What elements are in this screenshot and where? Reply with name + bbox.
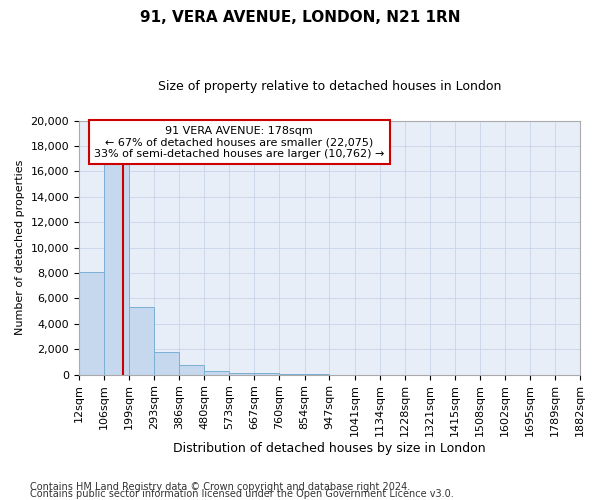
Title: Size of property relative to detached houses in London: Size of property relative to detached ho… [158,80,501,93]
Bar [229,372,254,374]
Text: Contains HM Land Registry data © Crown copyright and database right 2024.: Contains HM Land Registry data © Crown c… [30,482,410,492]
Text: 91, VERA AVENUE, LONDON, N21 1RN: 91, VERA AVENUE, LONDON, N21 1RN [140,10,460,25]
X-axis label: Distribution of detached houses by size in London: Distribution of detached houses by size … [173,442,486,455]
Bar [104,164,129,374]
Bar [129,308,154,374]
Text: Contains public sector information licensed under the Open Government Licence v3: Contains public sector information licen… [30,489,454,499]
Text: 91 VERA AVENUE: 178sqm
← 67% of detached houses are smaller (22,075)
33% of semi: 91 VERA AVENUE: 178sqm ← 67% of detached… [94,126,385,159]
Bar [205,371,229,374]
Bar [154,352,179,374]
Bar [79,272,104,374]
Y-axis label: Number of detached properties: Number of detached properties [15,160,25,336]
Bar [179,365,205,374]
